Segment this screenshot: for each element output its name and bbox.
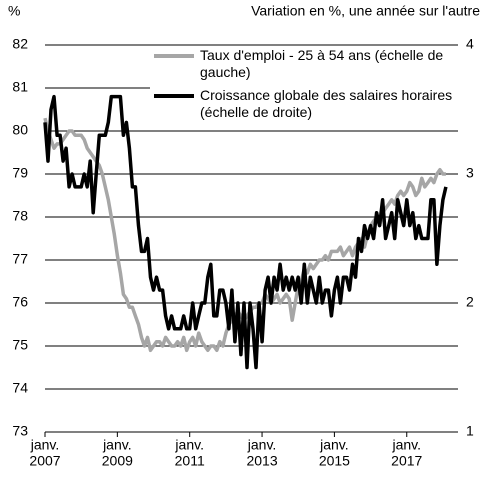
legend-entry: Croissance globale des salaires horaires… [150,87,468,121]
legend-label: Taux d'emploi - 25 à 54 ans (échelle de … [200,47,444,80]
y-tick-label: 81 [12,79,28,95]
y-tick-label: 79 [12,165,28,181]
y-tick-label: 78 [12,208,28,224]
series-line [43,94,448,370]
legend: Taux d'emploi - 25 à 54 ans (échelle de … [150,47,468,127]
x-tick-label: 2013 [246,453,277,469]
y2-tick-label: 2 [466,294,474,310]
x-tick-label: 2009 [102,453,133,469]
y-tick-label: 82 [12,36,28,52]
y-tick-label: 76 [12,294,28,310]
y-tick-label: 77 [12,251,28,267]
x-tick-label: janv. [247,437,277,453]
x-tick-label: janv. [319,437,349,453]
y2-tick-label: 4 [466,36,474,52]
x-tick-label: janv. [174,437,204,453]
x-tick-label: janv. [102,437,132,453]
y-tick-label: 73 [12,423,28,439]
x-tick-label: 2015 [319,453,350,469]
legend-label: Croissance globale des salaires horaires… [200,87,453,120]
y-unit-label: % [8,3,20,19]
x-tick-label: janv. [391,437,421,453]
x-tick-label: 2011 [175,453,205,469]
legend-swatch [154,54,194,58]
y-tick-label: 75 [12,337,28,353]
legend-swatch [154,94,194,98]
y-tick-label: 74 [12,380,28,396]
x-tick-label: 2017 [391,453,422,469]
legend-entry: Taux d'emploi - 25 à 54 ans (échelle de … [150,47,468,81]
y2-tick-label: 1 [466,423,474,439]
x-tick-label: 2007 [29,453,60,469]
y2-tick-label: 3 [466,165,474,181]
y2-unit-label: Variation en %, une année sur l'autre [251,3,480,19]
y-tick-label: 80 [12,122,28,138]
x-tick-label: janv. [30,437,60,453]
